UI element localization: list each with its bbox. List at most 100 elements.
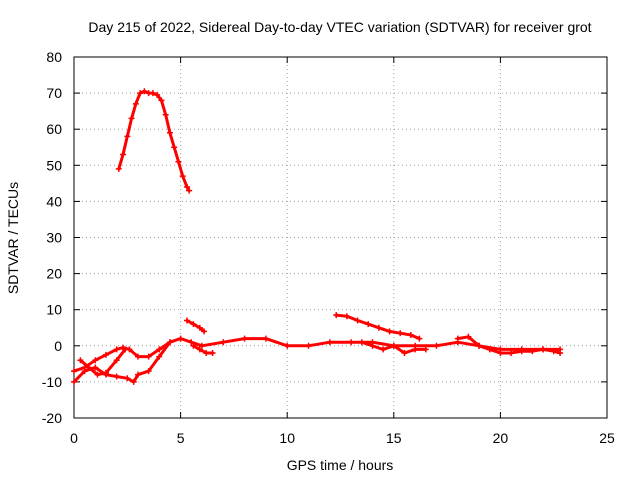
data-point [115,165,122,172]
data-point [220,339,227,346]
data-point [348,339,355,346]
data-point [262,335,269,342]
y-tick-label: -10 [42,374,62,390]
x-tick-label: 15 [386,430,402,446]
data-point [550,348,557,355]
data-point [124,375,131,382]
data-point [305,342,312,349]
chart-title: Day 215 of 2022, Sidereal Day-to-day VTE… [88,19,591,35]
data-point [416,335,423,342]
x-tick-label: 5 [177,430,185,446]
y-tick-label: 20 [46,266,62,282]
data-point [241,335,248,342]
data-point [203,350,210,357]
data-point [380,346,387,353]
data-point [113,357,120,364]
y-tick-label: -20 [42,410,62,426]
data-point [390,342,397,349]
data-point [102,369,109,376]
data-point [198,342,205,349]
data-point [196,324,203,331]
data-point [179,173,186,180]
x-tick-label: 0 [70,430,78,446]
data-point [209,350,216,357]
data-point [183,183,190,190]
data-point [92,364,99,371]
x-tick-label: 20 [493,430,509,446]
series-line-short-segment [185,319,206,333]
y-tick-label: 70 [46,85,62,101]
data-point [113,373,120,380]
data-point [102,351,109,358]
data-point [162,111,169,118]
data-point [354,317,361,324]
data-point [386,328,393,335]
data-point [284,342,291,349]
data-point [397,330,404,337]
data-point [188,339,195,346]
data-point [141,88,148,95]
series-line-peak-arc [117,89,191,193]
data-point [81,368,88,375]
y-tick-label: 40 [46,193,62,209]
data-point [369,342,376,349]
data-point [497,350,504,357]
grid-layer [74,57,607,418]
data-point [158,97,165,104]
data-point [186,187,193,194]
data-point [175,158,182,165]
x-tick-label: 10 [279,430,295,446]
data-point [465,333,472,340]
data-point [358,339,365,346]
data-point [401,350,408,357]
data-point [134,371,141,378]
series-line-crossing-track [78,347,127,377]
data-point [557,350,564,357]
data-point [486,346,493,353]
data-point [454,335,461,342]
data-point [85,364,92,371]
data-point [124,133,131,140]
y-tick-label: 30 [46,230,62,246]
data-point [120,151,127,158]
data-point [518,348,525,355]
data-point [183,317,190,324]
data-point [177,335,184,342]
data-point [134,353,141,360]
data-point [529,348,536,355]
data-point [365,321,372,328]
series-line-main-track [72,337,562,373]
data-point [132,100,139,107]
y-tick-label: 10 [46,302,62,318]
data-point [145,368,152,375]
y-tick-label: 50 [46,157,62,173]
data-point [94,371,101,378]
data-point [149,90,156,97]
series-line-late-track [334,313,421,341]
data-point [326,339,333,346]
data-point [508,350,515,357]
data-point [128,115,135,122]
y-tick-label: 60 [46,121,62,137]
data-point [166,129,173,136]
y-tick-label: 80 [46,49,62,65]
data-point [156,346,163,353]
data-point [71,378,77,385]
data-point [540,346,547,353]
x-tick-label: 25 [599,430,615,446]
data-point [113,346,120,353]
data-point [433,342,440,349]
data-point [407,331,414,338]
data-point [190,342,197,349]
data-point [343,313,350,320]
data-point [422,346,429,353]
data-point [122,346,129,353]
data-point [154,91,161,98]
y-axis-label: SDTVAR / TECUs [5,182,21,294]
y-tick-label: 0 [54,338,62,354]
ticks-layer: 0 5 10 15 20 25 -20 -10 0 10 20 30 40 50 60 70 80 [42,49,615,446]
data-point [171,144,178,151]
data-point [137,90,144,97]
